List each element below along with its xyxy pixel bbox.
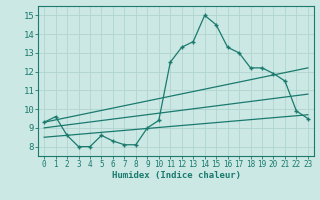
X-axis label: Humidex (Indice chaleur): Humidex (Indice chaleur) [111,171,241,180]
